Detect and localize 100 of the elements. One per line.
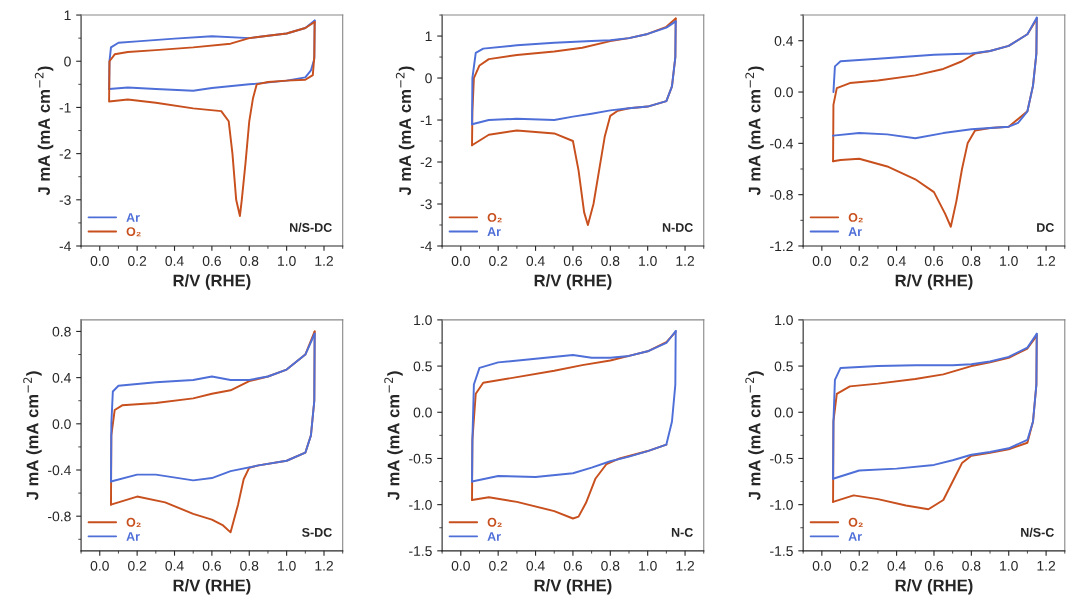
- annotation: N/S-DC: [290, 222, 332, 233]
- x-tick-label: 0.4: [526, 256, 545, 266]
- legend-label: O₂: [487, 213, 502, 223]
- y-axis-title: J mA (mA cm$^{−2}$): [34, 66, 54, 196]
- x-tick-label: 0.0: [90, 560, 109, 571]
- y-tick-label: 0.5: [774, 361, 793, 372]
- y-tick-label: 0.0: [774, 87, 793, 98]
- x-tick-label: 0.2: [489, 256, 508, 266]
- x-tick-label: 0.8: [240, 256, 259, 266]
- y-axis-title: J mA (mA cm$^{−2}$): [395, 66, 415, 196]
- legend-label: Ar: [126, 213, 140, 222]
- x-tick-label: 0.6: [202, 256, 221, 266]
- x-axis-title: R/V (RHE): [895, 274, 973, 290]
- x-tick-label: 0.2: [850, 560, 869, 571]
- y-tick-label: -3: [59, 195, 71, 205]
- x-axis-title: R/V (RHE): [173, 579, 251, 595]
- y-tick-label: -0.8: [48, 511, 71, 522]
- x-tick-label: 0.2: [128, 560, 147, 571]
- x-tick-label: 0.0: [451, 560, 470, 571]
- x-tick-label: 1.0: [639, 256, 657, 266]
- legend-label: Ar: [848, 532, 862, 541]
- y-tick-label: -0.5: [409, 453, 432, 464]
- x-tick-label: 1.0: [639, 560, 657, 571]
- y-tick-label: -0.4: [770, 138, 794, 149]
- x-tick-label: 0.6: [924, 256, 944, 266]
- x-tick-label: 1.2: [676, 256, 695, 266]
- legend-label: O₂: [126, 227, 141, 237]
- x-tick-label: 0.4: [887, 560, 906, 571]
- x-axis-title: R/V (RHE): [895, 579, 973, 595]
- y-tick-label: 1.0: [775, 315, 793, 326]
- y-tick-label: -3: [420, 199, 432, 210]
- y-tick-label: -1: [420, 115, 432, 126]
- y-tick-label: 0.4: [52, 372, 71, 383]
- x-tick-label: 0.4: [887, 256, 906, 266]
- x-tick-label: 1.2: [1037, 256, 1056, 266]
- x-tick-label: 0.4: [165, 256, 184, 266]
- x-tick-label: 0.6: [924, 560, 944, 571]
- x-tick-label: 0.4: [526, 560, 545, 571]
- y-tick-label: -4: [59, 241, 71, 252]
- y-tick-label: -1.0: [409, 499, 432, 510]
- x-tick-label: 0.8: [601, 560, 620, 571]
- y-tick-label: -4: [420, 241, 432, 252]
- y-tick-label: 1: [425, 31, 432, 42]
- x-tick-label: 1.2: [1037, 560, 1056, 571]
- y-tick-label: 0.0: [413, 407, 432, 418]
- x-axis-title: R/V (RHE): [534, 579, 612, 595]
- y-tick-label: -1.5: [770, 546, 793, 556]
- x-tick-label: 1.0: [278, 256, 296, 266]
- y-tick-label: -0.8: [770, 190, 793, 200]
- legend-label: Ar: [487, 532, 501, 541]
- x-tick-label: 0.6: [202, 560, 221, 571]
- x-tick-label: 0.2: [489, 560, 508, 571]
- y-tick-label: 0.0: [52, 419, 71, 429]
- x-tick-label: 0.4: [165, 560, 184, 571]
- y-tick-label: -2: [420, 157, 432, 168]
- x-tick-label: 1.2: [676, 560, 695, 571]
- x-tick-label: 0.8: [962, 256, 981, 266]
- y-tick-label: 0.5: [413, 361, 432, 372]
- x-tick-label: 0.6: [563, 256, 582, 266]
- y-axis-title: J mA (mA cm$^{−2}$): [745, 371, 764, 501]
- y-tick-label: -2: [59, 148, 71, 159]
- x-tick-label: 1.0: [1000, 560, 1018, 571]
- legend-label: Ar: [848, 227, 862, 236]
- y-axis-title: J mA (mA cm$^{−2}$): [384, 371, 403, 501]
- y-tick-label: 0: [64, 56, 71, 67]
- x-tick-label: 0.2: [128, 256, 147, 266]
- x-tick-label: 0.0: [451, 256, 470, 266]
- annotation: N-C: [671, 527, 693, 537]
- legend-label: Ar: [126, 532, 140, 541]
- x-tick-label: 1.2: [315, 256, 333, 266]
- x-axis-title: R/V (RHE): [173, 274, 251, 290]
- y-tick-label: -0.4: [48, 465, 71, 476]
- x-tick-label: 0.0: [812, 256, 831, 266]
- legend-label: O₂: [848, 517, 863, 527]
- x-tick-label: 1.2: [315, 560, 333, 571]
- x-tick-label: 0.6: [563, 560, 582, 571]
- annotation: N-DC: [662, 223, 693, 232]
- y-tick-label: 0.8: [52, 326, 71, 337]
- y-tick-label: 1.0: [414, 315, 432, 326]
- x-tick-label: 0.8: [962, 560, 981, 571]
- x-tick-label: 0.8: [601, 256, 620, 266]
- x-tick-label: 0.0: [90, 256, 109, 266]
- y-tick-label: 0: [425, 73, 432, 84]
- x-tick-label: 0.8: [240, 560, 259, 571]
- legend-label: O₂: [126, 517, 141, 527]
- y-tick-label: -1.2: [770, 241, 793, 252]
- x-tick-label: 1.0: [1000, 256, 1018, 266]
- y-tick-label: 1: [64, 10, 71, 21]
- y-tick-label: 0.4: [774, 36, 794, 46]
- y-tick-label: -1: [59, 102, 71, 113]
- legend-label: Ar: [487, 227, 501, 236]
- x-axis-title: R/V (RHE): [534, 274, 612, 290]
- x-tick-label: 0.0: [812, 560, 831, 571]
- y-tick-label: -1.0: [770, 499, 793, 510]
- y-axis-title: J mA (mA cm$^{−2}$): [745, 66, 764, 196]
- legend-label: O₂: [848, 213, 863, 223]
- annotation: S-DC: [302, 527, 332, 537]
- y-axis-title: J mA (mA cm$^{−2}$): [23, 371, 42, 501]
- y-tick-label: -0.5: [770, 453, 793, 464]
- annotation: DC: [1037, 223, 1054, 232]
